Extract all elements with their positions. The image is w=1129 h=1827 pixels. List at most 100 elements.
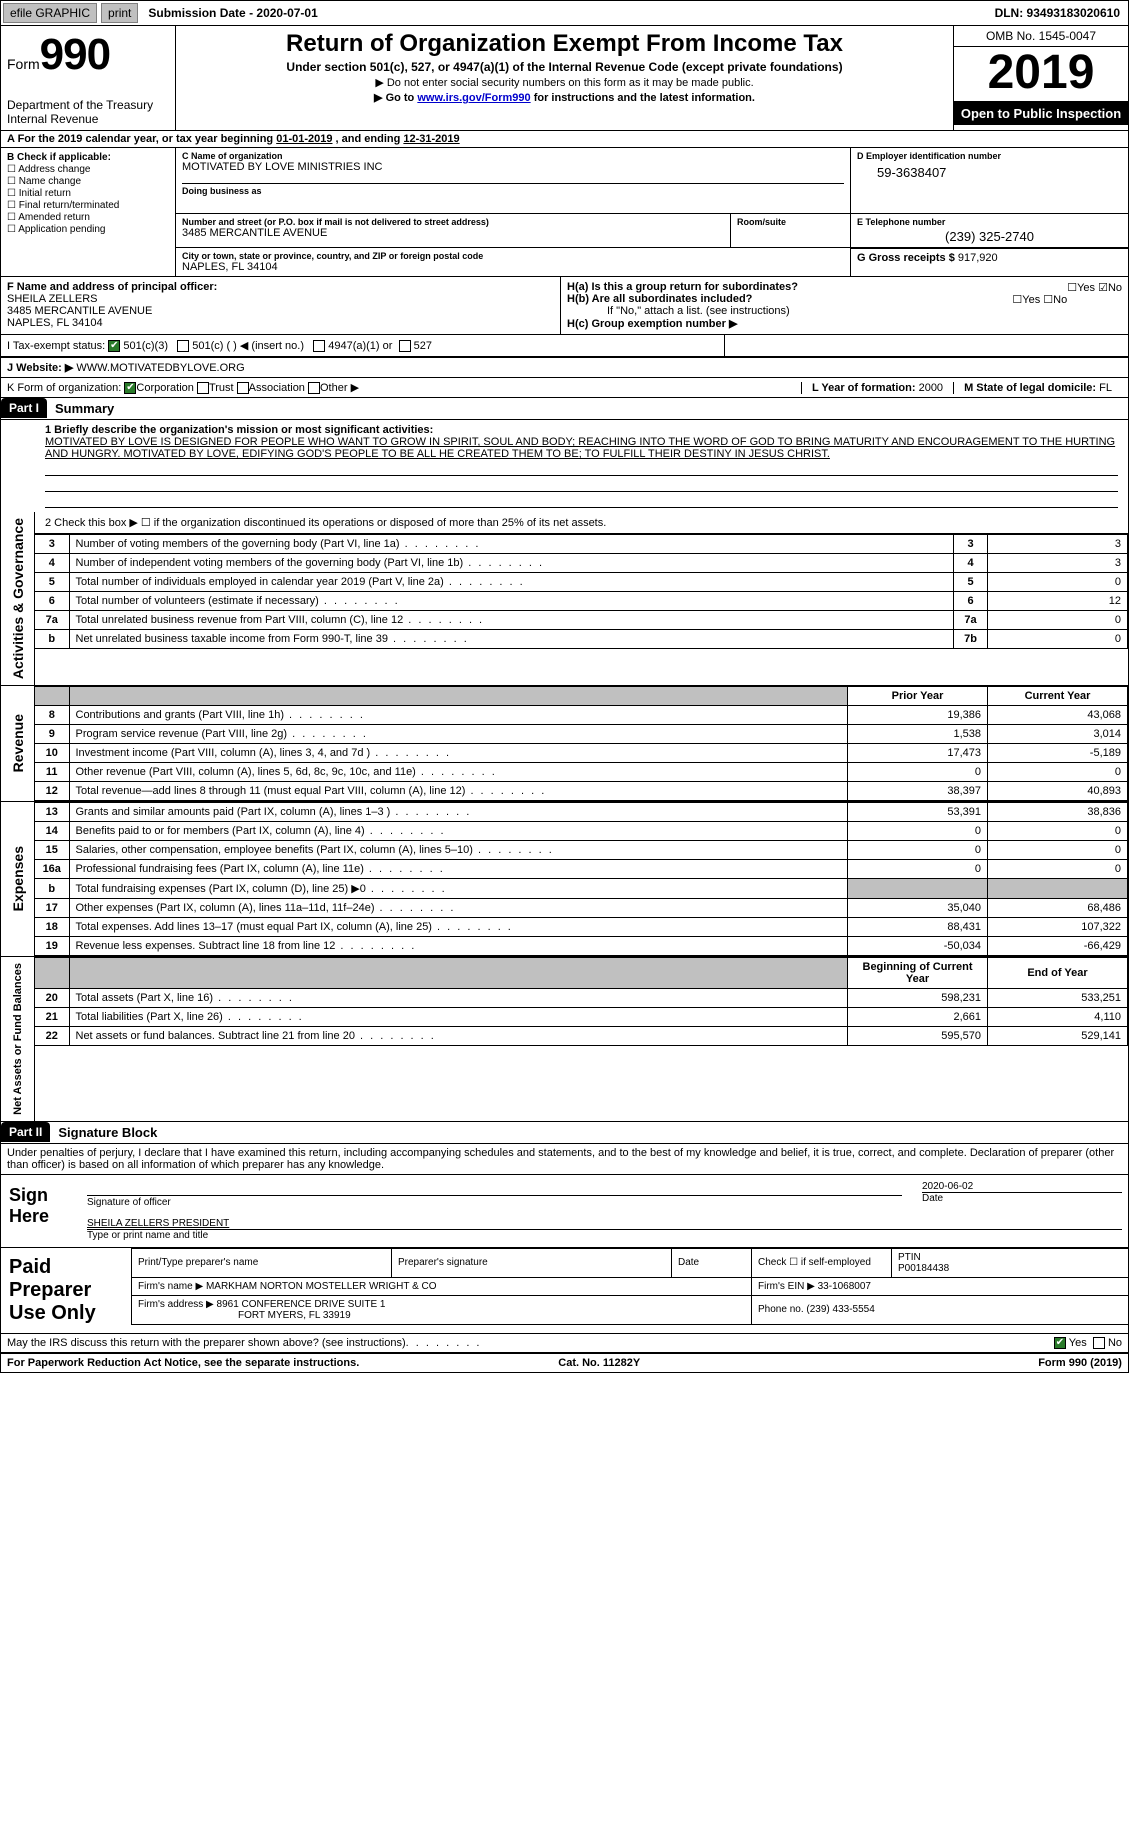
chk-discuss-no[interactable]	[1093, 1337, 1105, 1349]
name-title-label: Type or print name and title	[87, 1229, 1122, 1241]
section-c-name: C Name of organization MOTIVATED BY LOVE…	[176, 148, 851, 213]
chk-association[interactable]	[237, 382, 249, 394]
col-prior: Beginning of Current Year	[848, 958, 988, 989]
row-num: 3	[35, 535, 69, 554]
row-num: 15	[35, 841, 69, 860]
sig-date: 2020-06-02	[922, 1181, 1122, 1192]
line1-label: 1 Briefly describe the organization's mi…	[45, 424, 433, 436]
chk-501c[interactable]	[177, 340, 189, 352]
chk-final-return[interactable]: ☐ Final return/terminated	[7, 200, 169, 211]
section-b-header: B Check if applicable:	[7, 152, 111, 163]
chk-address-change[interactable]: ☐ Address change	[7, 164, 169, 175]
row-num: 11	[35, 763, 69, 782]
row-prior: 19,386	[848, 706, 988, 725]
section-h: H(a) Is this a group return for subordin…	[561, 277, 1128, 334]
period-end: 12-31-2019	[403, 133, 459, 145]
row-current: 107,322	[988, 918, 1128, 937]
chk-501c3[interactable]: ✔	[108, 340, 120, 352]
row-desc: Net assets or fund balances. Subtract li…	[69, 1027, 848, 1046]
row-desc: Salaries, other compensation, employee b…	[69, 841, 848, 860]
tax-period: A For the 2019 calendar year, or tax yea…	[0, 131, 1129, 148]
row-prior: 0	[848, 841, 988, 860]
section-f-h: F Name and address of principal officer:…	[0, 276, 1129, 335]
row-current: 0	[988, 860, 1128, 879]
h-a-label: H(a) Is this a group return for subordin…	[567, 281, 798, 293]
form-header: Form990 Department of the Treasury Inter…	[0, 26, 1129, 131]
room-suite: Room/suite	[731, 214, 851, 247]
row-desc: Grants and similar amounts paid (Part IX…	[69, 803, 848, 822]
table-revenue: Prior Year Current Year8 Contributions a…	[35, 686, 1128, 801]
row-num: 21	[35, 1008, 69, 1027]
paid-preparer-label: Paid Preparer Use Only	[1, 1248, 131, 1333]
chk-amended-return[interactable]: ☐ Amended return	[7, 212, 169, 223]
efile-button[interactable]: efile GRAPHIC	[3, 3, 97, 23]
chk-527[interactable]	[399, 340, 411, 352]
website[interactable]: WWW.MOTIVATEDBYLOVE.ORG	[76, 362, 244, 374]
row-prior: 35,040	[848, 899, 988, 918]
part-ii-title: Signature Block	[50, 1122, 1128, 1143]
row-prior: 598,231	[848, 989, 988, 1008]
omb-number: OMB No. 1545-0047	[954, 26, 1128, 47]
side-rev: Revenue	[7, 708, 29, 778]
top-bar: efile GRAPHIC print Submission Date - 20…	[0, 0, 1129, 26]
row-desc: Number of voting members of the governin…	[69, 535, 954, 554]
chk-initial-return[interactable]: ☐ Initial return	[7, 188, 169, 199]
row-num: 13	[35, 803, 69, 822]
row-num: b	[35, 630, 69, 649]
chk-4947[interactable]	[313, 340, 325, 352]
row-prior: 0	[848, 860, 988, 879]
row-j: J Website: ▶ WWW.MOTIVATEDBYLOVE.ORG	[0, 358, 1129, 378]
row-prior	[848, 879, 988, 899]
chk-trust[interactable]	[197, 382, 209, 394]
table-expenses: 13 Grants and similar amounts paid (Part…	[35, 802, 1128, 956]
signature-block: Under penalties of perjury, I declare th…	[0, 1144, 1129, 1353]
row-desc: Total fundraising expenses (Part IX, col…	[69, 879, 848, 899]
part-i-title: Summary	[47, 398, 1128, 419]
row-prior: 1,538	[848, 725, 988, 744]
section-c-city: City or town, state or province, country…	[176, 248, 851, 276]
row-current: 529,141	[988, 1027, 1128, 1046]
part-ii-header: Part II Signature Block	[0, 1122, 1129, 1144]
chk-other[interactable]	[308, 382, 320, 394]
row-desc: Total liabilities (Part X, line 26)	[69, 1008, 848, 1027]
tax-year: 2019	[954, 47, 1128, 101]
officer-street: 3485 MERCANTILE AVENUE	[7, 305, 152, 317]
firm-ein-cell: Firm's EIN ▶ 33-1068007	[752, 1277, 1129, 1295]
h-sig: Preparer's signature	[392, 1248, 672, 1277]
row-val: 0	[988, 630, 1128, 649]
row-current: -66,429	[988, 937, 1128, 956]
section-c-street: Number and street (or P.O. box if mail i…	[176, 214, 731, 247]
row-num: 7a	[35, 611, 69, 630]
note-ssn: ▶ Do not enter social security numbers o…	[182, 76, 947, 89]
chk-application-pending[interactable]: ☐ Application pending	[7, 224, 169, 235]
table-ag: 3 Number of voting members of the govern…	[35, 534, 1128, 649]
row-current: 0	[988, 763, 1128, 782]
discuss-row: May the IRS discuss this return with the…	[1, 1333, 1128, 1352]
part-i-header: Part I Summary	[0, 398, 1129, 420]
org-name: MOTIVATED BY LOVE MINISTRIES INC	[182, 161, 844, 173]
section-b-to-g: B Check if applicable: ☐ Address change …	[0, 148, 1129, 276]
row-line: 4	[954, 554, 988, 573]
row-desc: Total revenue—add lines 8 through 11 (mu…	[69, 782, 848, 801]
row-desc: Total number of individuals employed in …	[69, 573, 954, 592]
org-street: 3485 MERCANTILE AVENUE	[182, 227, 724, 239]
irs-link[interactable]: www.irs.gov/Form990	[417, 92, 530, 104]
footer-left: For Paperwork Reduction Act Notice, see …	[7, 1357, 359, 1369]
row-line: 7a	[954, 611, 988, 630]
officer-name-title: SHEILA ZELLERS PRESIDENT	[87, 1218, 229, 1229]
chk-name-change[interactable]: ☐ Name change	[7, 176, 169, 187]
officer-city: NAPLES, FL 34104	[7, 317, 103, 329]
row-desc: Number of independent voting members of …	[69, 554, 954, 573]
row-val: 0	[988, 573, 1128, 592]
row-current: 3,014	[988, 725, 1128, 744]
chk-discuss-yes[interactable]: ✔	[1054, 1337, 1066, 1349]
row-k-l-m: K Form of organization: ✔ Corporation Tr…	[0, 378, 1129, 398]
row-desc: Professional fundraising fees (Part IX, …	[69, 860, 848, 879]
chk-corporation[interactable]: ✔	[124, 382, 136, 394]
h-check[interactable]: Check ☐ if self-employed	[752, 1248, 892, 1277]
row-num: 18	[35, 918, 69, 937]
row-current: 0	[988, 822, 1128, 841]
h-b-note: If "No," attach a list. (see instruction…	[567, 305, 1122, 317]
print-button[interactable]: print	[101, 3, 138, 23]
year-formation: 2000	[919, 382, 943, 394]
